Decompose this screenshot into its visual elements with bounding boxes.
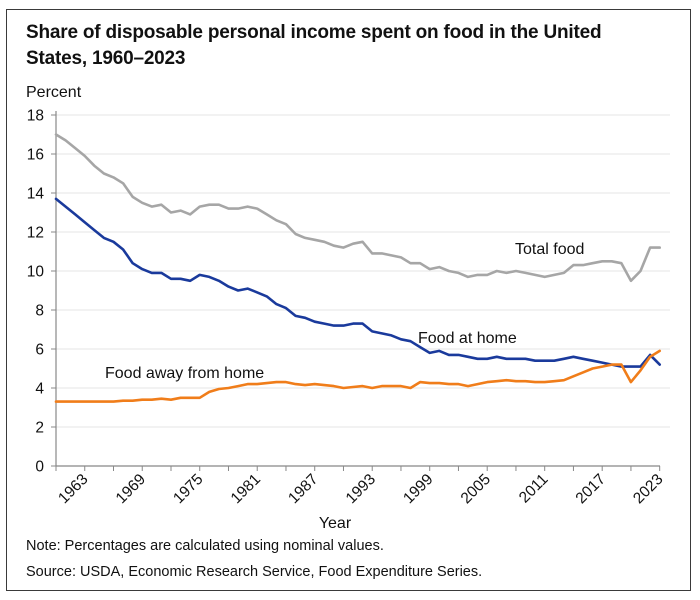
y-tick-label: 6 (35, 342, 44, 359)
gridlines (56, 114, 670, 428)
x-tick-label: 1969 (113, 471, 149, 507)
y-tick-label: 16 (27, 147, 44, 164)
axes (55, 111, 660, 467)
x-axis-title: Year (319, 515, 352, 532)
chart-frame (6, 9, 691, 591)
y-axis-ticks: 0 2 4 6 8 10 12 14 16 18 (27, 108, 56, 476)
x-tick-label: 1987 (285, 471, 321, 507)
y-tick-label: 10 (27, 264, 45, 281)
x-tick-label: 2011 (516, 471, 552, 507)
y-tick-label: 0 (35, 459, 44, 476)
x-tick-label: 1963 (55, 471, 91, 507)
series-line-food-at-home (54, 197, 662, 368)
chart-source: Source: USDA, Economic Research Service,… (26, 564, 483, 580)
chart-note: Note: Percentages are calculated using n… (26, 538, 384, 554)
y-tick-label: 8 (35, 303, 44, 320)
series-line-total-food (54, 133, 662, 283)
series-label-total-food: Total food (515, 241, 584, 258)
x-tick-label: 1981 (228, 471, 264, 507)
series-line-food-away-from-home (54, 349, 662, 403)
series-label-food-at-home: Food at home (418, 330, 517, 347)
x-tick-label: 2017 (573, 471, 609, 507)
x-tick-label: 1975 (170, 471, 206, 507)
x-tick-label: 1993 (343, 471, 379, 507)
y-tick-label: 2 (35, 420, 44, 437)
series-labels: Total food Food at home Food away from hom… (105, 241, 584, 382)
series-label-food-away-from-home: Food away from home (105, 365, 264, 382)
x-tick-label: 1999 (400, 471, 436, 507)
chart-title: Share of disposable personal income spen… (26, 22, 602, 69)
y-tick-label: 18 (27, 108, 44, 125)
y-tick-label: 12 (27, 225, 44, 242)
y-tick-label: 4 (35, 381, 44, 398)
y-axis-unit-label: Percent (26, 84, 82, 101)
x-axis-ticks: 1963 1969 1975 1981 1987 1993 1999 2005 2011 2017… (55, 466, 667, 507)
x-tick-label: 2023 (630, 471, 666, 507)
series-lines (54, 133, 662, 403)
y-tick-label: 14 (27, 186, 45, 203)
x-tick-label: 2005 (458, 471, 494, 507)
